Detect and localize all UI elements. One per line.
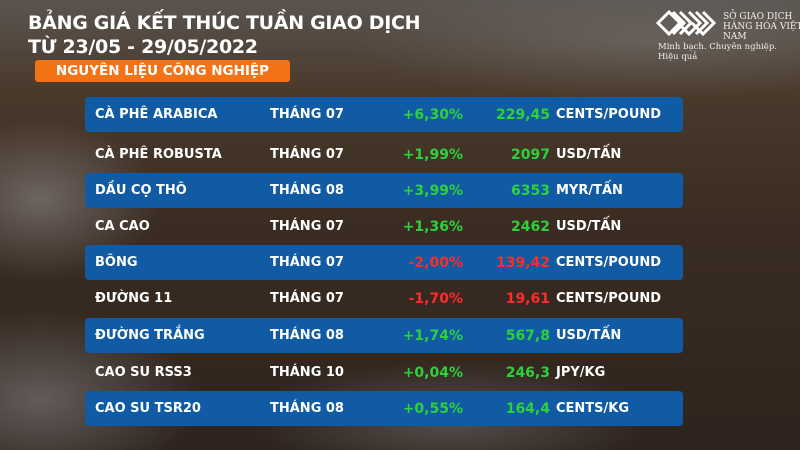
price-value: 567,8 (505, 327, 550, 344)
price-value: 246,3 (505, 364, 550, 381)
table-row: CAO SU TSR20 THÁNG 08 +0,55% 164,4 CENTS/KG (85, 391, 683, 426)
contract-month: THÁNG 10 (270, 365, 344, 380)
table-row: CAO SU RSS3 THÁNG 10 +0,04% 246,3 JPY/KG (85, 355, 683, 390)
price-change: +6,30% (402, 106, 463, 123)
contract-month: THÁNG 07 (270, 255, 344, 270)
title-line-2: TỪ 23/05 - 29/05/2022 (28, 36, 258, 58)
price-change: -2,00% (408, 254, 463, 271)
contract-month: THÁNG 08 (270, 183, 344, 198)
commodity-name: BÔNG (95, 255, 138, 270)
price-unit: USD/TẤN (556, 219, 622, 234)
price-unit: CENTS/POUND (556, 107, 662, 122)
price-value: 229,45 (495, 106, 550, 123)
price-change: +1,36% (402, 218, 463, 235)
price-unit: CENTS/KG (556, 401, 630, 416)
price-value: 2097 (511, 146, 550, 163)
price-value: 6353 (511, 182, 550, 199)
price-change: -1,70% (408, 290, 463, 307)
price-change: +1,99% (402, 146, 463, 163)
commodity-name: DẦU CỌ THÔ (95, 183, 187, 198)
commodity-name: CA CAO (95, 219, 150, 234)
price-value: 19,61 (505, 290, 550, 307)
table-row: BÔNG THÁNG 07 -2,00% 139,42 CENTS/POUND (85, 245, 683, 280)
price-change: +0,55% (402, 400, 463, 417)
price-unit: CENTS/POUND (556, 255, 662, 270)
price-value: 139,42 (495, 254, 550, 271)
commodity-name: CÀ PHÊ ROBUSTA (95, 147, 222, 162)
price-change: +0,04% (402, 364, 463, 381)
contract-month: THÁNG 07 (270, 147, 344, 162)
contract-month: THÁNG 07 (270, 291, 344, 306)
table-row: DẦU CỌ THÔ THÁNG 08 +3,99% 6353 MYR/TẤN (85, 173, 683, 208)
commodity-name: CAO SU RSS3 (95, 365, 192, 380)
logo-mark-icon (655, 9, 717, 37)
contract-month: THÁNG 08 (270, 328, 344, 343)
category-badge: NGUYÊN LIỆU CÔNG NGHIỆP (35, 60, 290, 82)
price-unit: JPY/KG (556, 365, 606, 380)
price-value: 2462 (511, 218, 550, 235)
contract-month: THÁNG 07 (270, 219, 344, 234)
logo-name: SỞ GIAO DỊCH HÀNG HÓA VIỆT NAM (723, 12, 800, 42)
table-row: CÀ PHÊ ARABICA THÁNG 07 +6,30% 229,45 CENTS/… (85, 97, 683, 132)
slogan: Minh bạch. Chuyên nghiệp. Hiệu quả (658, 42, 777, 62)
commodity-name: CAO SU TSR20 (95, 401, 201, 416)
price-unit: MYR/TẤN (556, 183, 623, 198)
price-unit: CENTS/POUND (556, 291, 662, 306)
price-value: 164,4 (505, 400, 550, 417)
table-row: ĐƯỜNG TRẮNG THÁNG 08 +1,74% 567,8 USD/TẤN (85, 318, 683, 353)
title-line-1: BẢNG GIÁ KẾT THÚC TUẦN GIAO DỊCH (28, 12, 421, 34)
price-unit: USD/TẤN (556, 328, 622, 343)
price-change: +3,99% (402, 182, 463, 199)
commodity-name: CÀ PHÊ ARABICA (95, 107, 218, 122)
table-row: ĐƯỜNG 11 THÁNG 07 -1,70% 19,61 CENTS/POUND (85, 281, 683, 316)
table-row: CA CAO THÁNG 07 +1,36% 2462 USD/TẤN (85, 209, 683, 244)
commodity-name: ĐƯỜNG 11 (95, 291, 173, 306)
contract-month: THÁNG 07 (270, 107, 344, 122)
page-title: BẢNG GIÁ KẾT THÚC TUẦN GIAO DỊCH TỪ 23/0… (28, 11, 421, 59)
price-change: +1,74% (402, 327, 463, 344)
price-unit: USD/TẤN (556, 147, 622, 162)
commodity-name: ĐƯỜNG TRẮNG (95, 328, 205, 343)
table-row: CÀ PHÊ ROBUSTA THÁNG 07 +1,99% 2097 USD/TẤN (85, 137, 683, 172)
contract-month: THÁNG 08 (270, 401, 344, 416)
